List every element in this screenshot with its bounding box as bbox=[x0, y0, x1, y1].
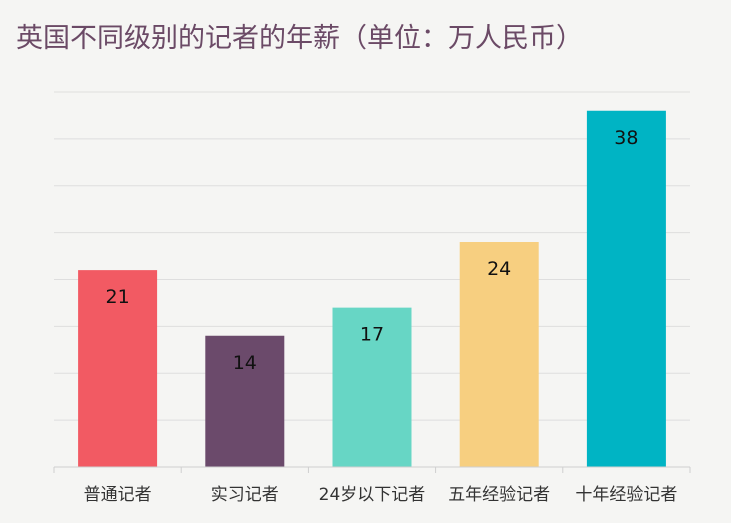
value-label: 24 bbox=[487, 258, 511, 280]
value-label: 14 bbox=[233, 352, 257, 374]
bar-1 bbox=[78, 270, 158, 467]
value-label: 21 bbox=[106, 286, 130, 308]
bar-4 bbox=[459, 242, 539, 467]
x-tick-label: 十年经验记者 bbox=[575, 485, 677, 505]
bars bbox=[78, 110, 666, 467]
bar-3 bbox=[332, 307, 412, 467]
bar-5 bbox=[586, 110, 666, 467]
chart-title: 英国不同级别的记者的年薪（单位：万人民币） bbox=[16, 23, 583, 54]
value-labels: 21 14 17 24 38 bbox=[106, 127, 639, 374]
x-tick-label: 五年经验记者 bbox=[448, 485, 550, 505]
value-label: 17 bbox=[360, 324, 384, 346]
x-tick-label: 实习记者 bbox=[211, 485, 279, 505]
bar-2 bbox=[205, 335, 285, 467]
x-tick-label: 普通记者 bbox=[84, 485, 152, 505]
value-label: 38 bbox=[614, 127, 638, 149]
x-axis: 普通记者 实习记者 24岁以下记者 五年经验记者 十年经验记者 bbox=[53, 466, 691, 505]
x-tick-label: 24岁以下记者 bbox=[319, 485, 426, 505]
